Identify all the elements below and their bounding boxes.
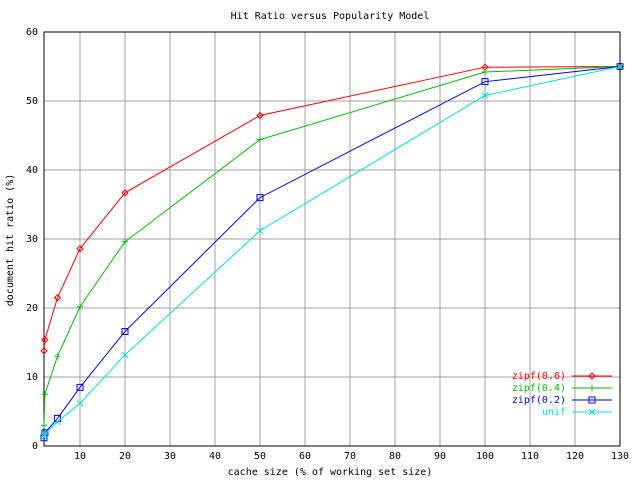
x-tick-label: 50: [254, 451, 266, 462]
marker: [256, 111, 264, 120]
marker: [616, 63, 624, 70]
x-tick-label: 30: [164, 451, 176, 462]
y-tick-label: 60: [26, 27, 38, 38]
legend-label: zipf(0.4): [512, 383, 566, 394]
x-tick-label: 20: [119, 451, 131, 462]
marker: [121, 351, 129, 359]
marker: [121, 189, 129, 197]
marker: [588, 396, 596, 404]
x-axis-label: cache size (% of working set size): [228, 467, 433, 478]
y-tick-label: 10: [26, 372, 38, 383]
x-tick-label: 40: [209, 451, 221, 462]
x-tick-label: 80: [389, 451, 401, 462]
marker: [256, 194, 264, 202]
marker: [76, 399, 84, 407]
marker: [76, 244, 84, 253]
marker: [77, 303, 83, 310]
series-line: [43, 66, 621, 426]
x-tick-label: 90: [434, 451, 446, 462]
x-tick-label: 110: [521, 451, 539, 462]
marker: [122, 238, 128, 245]
marker: [257, 136, 263, 143]
marker: [481, 78, 489, 86]
x-tick-label: 70: [344, 451, 356, 462]
marker: [588, 372, 596, 380]
x-tick-label: 60: [299, 451, 311, 462]
series-line: [43, 66, 621, 351]
x-tick-label: 120: [566, 451, 584, 462]
legend-label: zipf(0.6): [512, 371, 566, 382]
plot-border: [43, 31, 621, 447]
marker: [41, 391, 48, 398]
marker: [481, 92, 489, 99]
marker: [54, 418, 61, 426]
marker: [41, 336, 49, 344]
marker: [588, 408, 596, 416]
y-axis-label: document hit ratio (%): [5, 174, 16, 306]
y-tick-label: 30: [26, 234, 38, 245]
y-tick-label: 40: [26, 165, 38, 176]
marker: [76, 383, 84, 391]
marker: [121, 327, 129, 335]
marker: [53, 293, 62, 302]
x-tick-label: 130: [611, 451, 629, 462]
y-tick-label: 50: [26, 96, 38, 107]
legend-label: zipf(0.2): [512, 395, 566, 406]
x-tick-label: 10: [74, 451, 86, 462]
marker: [54, 353, 61, 360]
y-tick-label: 0: [32, 441, 38, 452]
legend-label: unif: [542, 407, 566, 418]
marker: [40, 347, 48, 355]
series-line: [43, 66, 621, 438]
marker: [256, 227, 264, 235]
x-tick-label: 100: [476, 451, 494, 462]
y-tick-label: 20: [26, 303, 38, 314]
chart-title: Hit Ratio versus Popularity Model: [231, 11, 430, 22]
marker: [41, 422, 47, 429]
marker: [41, 430, 49, 437]
marker: [589, 385, 595, 391]
marker: [482, 69, 488, 76]
